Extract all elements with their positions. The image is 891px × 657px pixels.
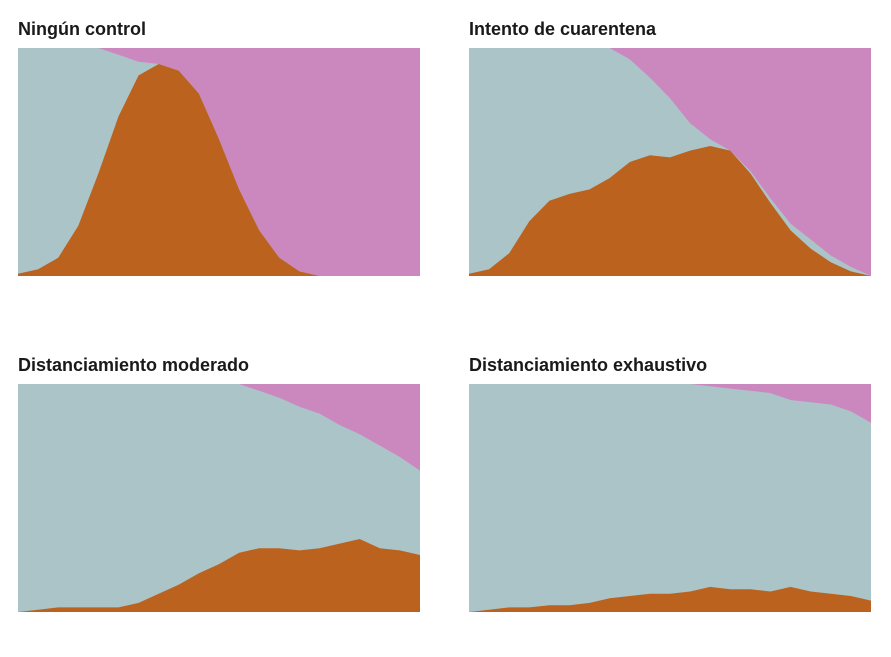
area-chart xyxy=(18,384,420,612)
series-recovered-area xyxy=(18,48,420,276)
series-infected-area xyxy=(469,586,871,612)
area-chart xyxy=(469,384,871,612)
series-infected-area xyxy=(18,64,420,276)
series-susceptible-area xyxy=(469,384,871,612)
series-recovered-area xyxy=(18,384,420,471)
series-infected-area xyxy=(469,146,871,276)
chart-title: Ningún control xyxy=(18,19,146,39)
chart-title: Distanciamiento exhaustivo xyxy=(469,355,708,375)
series-recovered-area xyxy=(469,48,871,276)
area-chart xyxy=(18,48,420,276)
chart-title: Intento de cuarentena xyxy=(469,19,657,39)
series-recovered-area xyxy=(469,384,871,423)
series-infected-area xyxy=(18,539,420,612)
area-chart xyxy=(469,48,871,276)
chart-title: Distanciamiento moderado xyxy=(18,355,250,375)
